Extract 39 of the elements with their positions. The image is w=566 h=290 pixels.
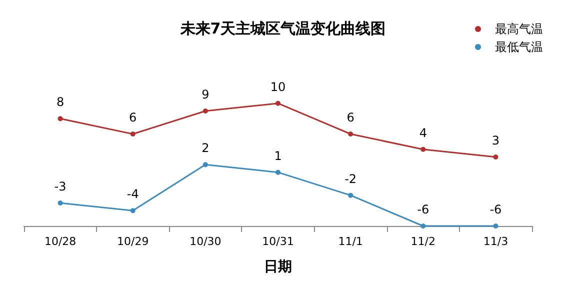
point — [493, 154, 498, 160]
data-label: 1 — [274, 148, 282, 163]
data-label: 3 — [492, 134, 500, 148]
point — [58, 200, 63, 206]
data-label: 6 — [346, 110, 354, 124]
x-axis-title: 日期 — [264, 259, 292, 275]
data-label: -6 — [417, 202, 430, 216]
x-tick-label: 11/3 — [483, 235, 508, 248]
legend-label: 最高气温 — [495, 22, 543, 36]
legend-label: 最低气温 — [495, 40, 543, 54]
x-tick-label: 10/30 — [190, 235, 222, 248]
point — [348, 132, 354, 136]
x-tick-label: 10/28 — [44, 235, 76, 248]
data-label: 8 — [56, 95, 64, 110]
data-label: -4 — [126, 187, 139, 202]
point — [493, 224, 498, 228]
point — [58, 116, 63, 122]
point — [130, 132, 136, 136]
point — [130, 208, 136, 214]
point — [348, 192, 354, 198]
x-tick-label: 11/2 — [410, 235, 436, 248]
x-tick-label: 11/1 — [338, 235, 363, 248]
point — [420, 224, 426, 228]
point — [276, 170, 280, 175]
chart-title: 未来7天主城区气温变化曲线图 — [179, 20, 386, 38]
data-label: -3 — [54, 180, 66, 194]
x-tick-label: 10/29 — [117, 235, 149, 248]
data-label: 2 — [202, 141, 210, 156]
point — [202, 162, 208, 168]
data-label: 4 — [419, 126, 427, 140]
point — [420, 146, 426, 152]
data-label: 10 — [270, 80, 286, 94]
data-label: -6 — [490, 202, 502, 216]
x-tick-label: 10/31 — [262, 235, 294, 248]
data-label: 6 — [129, 110, 137, 124]
data-label: -2 — [344, 172, 357, 186]
data-label: 9 — [202, 88, 210, 102]
point — [276, 100, 280, 106]
point — [202, 108, 208, 114]
